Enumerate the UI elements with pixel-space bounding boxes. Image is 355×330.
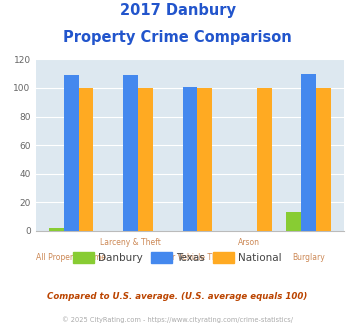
Bar [301, 74, 316, 231]
Bar [49, 228, 64, 231]
Text: All Property Crime: All Property Crime [36, 253, 106, 262]
Bar [197, 88, 212, 231]
Bar [64, 75, 78, 231]
Bar [123, 75, 138, 231]
Text: Burglary: Burglary [292, 253, 325, 262]
Text: Compared to U.S. average. (U.S. average equals 100): Compared to U.S. average. (U.S. average … [47, 292, 308, 301]
Text: Motor Vehicle Theft: Motor Vehicle Theft [153, 253, 227, 262]
Text: Larceny & Theft: Larceny & Theft [100, 238, 161, 247]
Text: Property Crime Comparison: Property Crime Comparison [63, 30, 292, 45]
Bar [316, 88, 331, 231]
Legend: Danbury, Texas, National: Danbury, Texas, National [69, 248, 286, 267]
Text: Arson: Arson [238, 238, 260, 247]
Text: 2017 Danbury: 2017 Danbury [120, 3, 235, 18]
Bar [138, 88, 153, 231]
Bar [286, 213, 301, 231]
Bar [257, 88, 272, 231]
Bar [78, 88, 93, 231]
Bar [182, 86, 197, 231]
Text: © 2025 CityRating.com - https://www.cityrating.com/crime-statistics/: © 2025 CityRating.com - https://www.city… [62, 316, 293, 323]
